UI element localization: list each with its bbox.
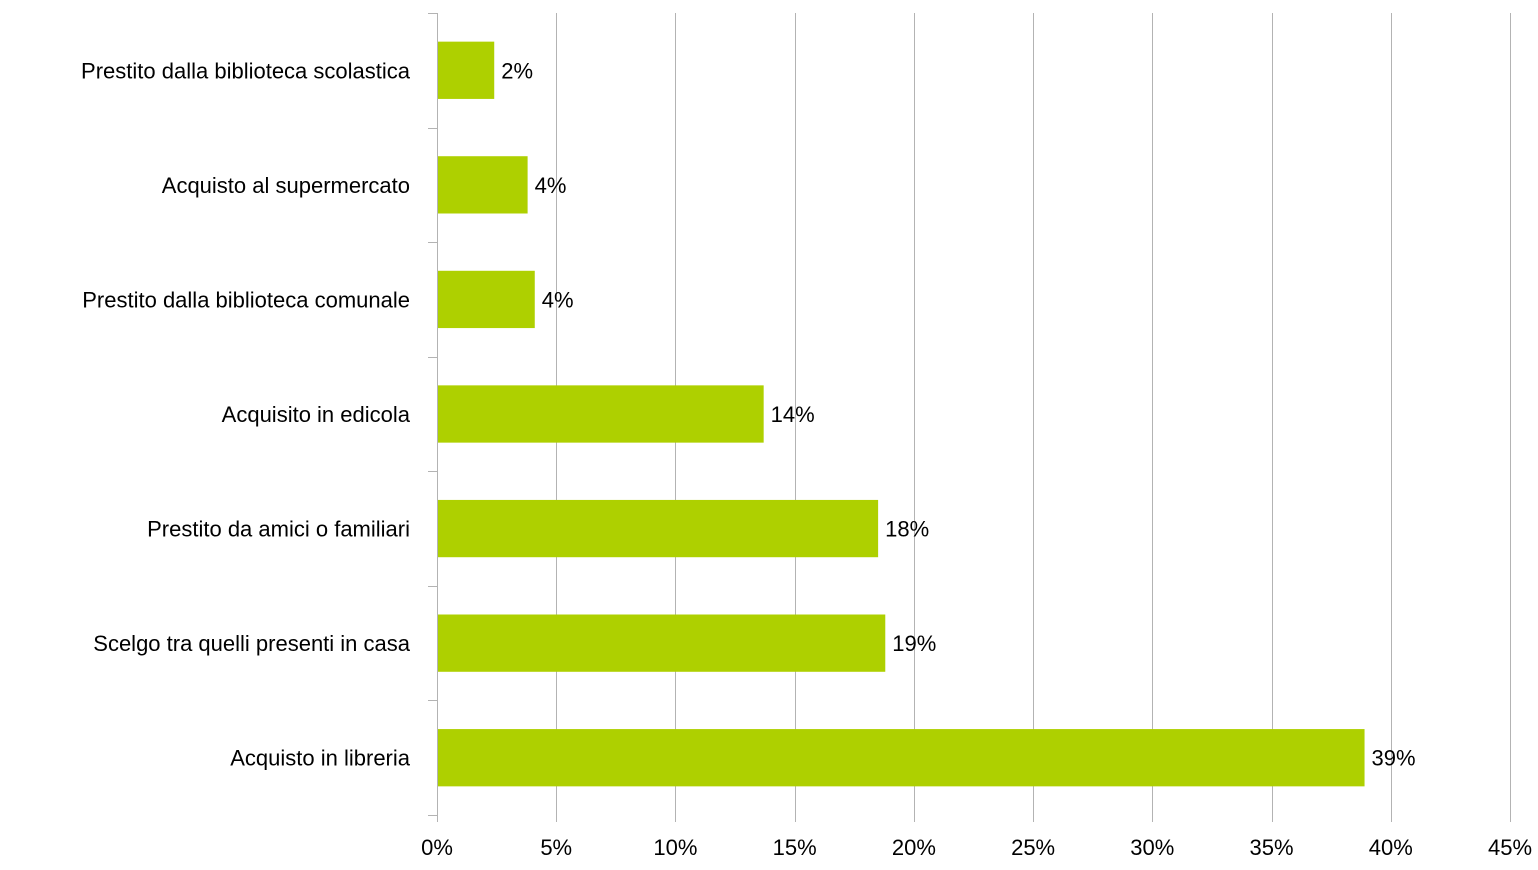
bars — [438, 41, 1365, 787]
category-label: Prestito da amici o familiari — [147, 517, 410, 542]
data-label: 2% — [501, 58, 533, 83]
x-tick-label: 35% — [1250, 835, 1294, 860]
bar — [438, 156, 528, 214]
data-label: 4% — [542, 287, 574, 312]
gridlines — [556, 13, 1511, 815]
category-label: Acquisto in libreria — [230, 746, 411, 771]
data-label: 39% — [1372, 746, 1416, 771]
category-label: Acquisto al supermercato — [162, 173, 410, 198]
bar — [438, 270, 535, 329]
category-label: Acquisito in edicola — [222, 402, 411, 427]
bar — [438, 499, 879, 558]
x-tick-label: 30% — [1130, 835, 1174, 860]
x-tick-label: 20% — [892, 835, 936, 860]
bar — [438, 729, 1365, 787]
labels: 0% 5% 10% 15% 20% 25% 30% 35% 40% 45% Prestito dal… — [81, 58, 1532, 860]
x-tick-label: 5% — [540, 835, 572, 860]
x-tick-label: 25% — [1011, 835, 1055, 860]
x-tick-label: 15% — [773, 835, 817, 860]
x-tick-label: 0% — [421, 835, 453, 860]
bar — [438, 614, 886, 672]
x-tick-label: 40% — [1369, 835, 1413, 860]
category-label: Prestito dalla biblioteca comunale — [82, 287, 410, 312]
category-label: Prestito dalla biblioteca scolastica — [81, 58, 411, 83]
axes — [428, 13, 1511, 822]
data-label: 19% — [892, 631, 936, 656]
bar — [438, 41, 495, 99]
category-label: Scelgo tra quelli presenti in casa — [93, 631, 410, 656]
x-tick-label: 45% — [1488, 835, 1532, 860]
x-tick-label: 10% — [653, 835, 697, 860]
data-label: 18% — [885, 517, 929, 542]
data-label: 14% — [771, 402, 815, 427]
data-label: 4% — [535, 173, 567, 198]
bar — [438, 385, 764, 443]
